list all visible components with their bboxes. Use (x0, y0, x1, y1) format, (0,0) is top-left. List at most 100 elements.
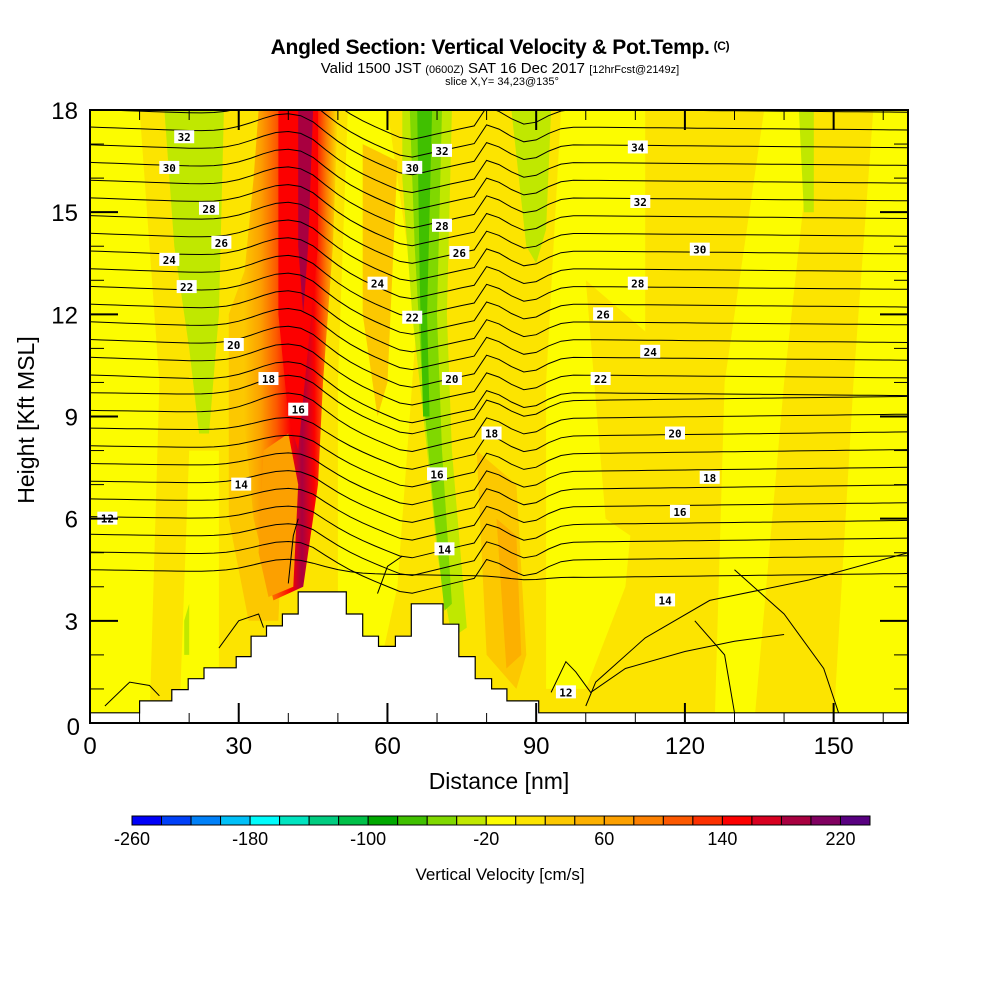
contour-label: 30 (402, 160, 423, 175)
contour-label-text: 18 (703, 472, 716, 485)
contour-label-text: 32 (634, 196, 647, 209)
contour-label: 28 (627, 276, 648, 291)
contour-label: 24 (640, 344, 661, 359)
contour-label-text: 20 (668, 428, 681, 441)
colorbar-segment (780, 815, 812, 826)
contour-label-text: 14 (235, 479, 249, 492)
contour-line (90, 487, 908, 541)
contour-label-box (555, 685, 576, 699)
contour-label-text: 22 (594, 373, 607, 386)
contour-label: 30 (689, 242, 710, 257)
velocity-region (184, 603, 190, 655)
contour-line (90, 290, 908, 353)
contour-label: 26 (593, 307, 614, 321)
contour-label: 18 (699, 470, 720, 485)
colorbar-segment (692, 815, 723, 826)
contour-label-text: 30 (693, 244, 706, 257)
contour-line (585, 552, 908, 707)
colorbar-tick-label: 60 (594, 829, 614, 849)
contour-line (90, 130, 908, 194)
velocity-region (511, 110, 552, 264)
copyright-mark: (C) (713, 39, 730, 53)
contour-labels: 32 30 28 26 24 22 20 18 16 14 12 24 22 30 32 28 26 20 18 16… (97, 130, 720, 699)
colorbar-segment (751, 815, 782, 826)
velocity-region (496, 518, 522, 669)
colorbar-tick-label: -100 (350, 829, 386, 849)
contour-label-text: 34 (631, 141, 645, 154)
contour-label-box (431, 218, 452, 232)
contour-line (90, 219, 908, 282)
contour-label-text: 24 (163, 254, 177, 267)
contour-label-text: 28 (202, 203, 215, 216)
contour-label-box (699, 470, 720, 484)
isentrope-contours (90, 110, 908, 713)
contour-label-box (593, 307, 614, 321)
x-tick-label: 0 (83, 733, 96, 760)
contour-line (90, 470, 908, 523)
colorbar-segment (190, 815, 222, 826)
velocity-region (417, 110, 433, 417)
contour-label: 24 (367, 276, 388, 291)
contour-label-box (223, 337, 244, 351)
colorbar-segment (544, 815, 576, 826)
contour-label: 20 (223, 337, 244, 352)
contour-label-text: 26 (596, 308, 610, 321)
contour-label-text: 18 (485, 428, 498, 441)
contour-label: 26 (211, 235, 232, 250)
contour-line (90, 113, 908, 176)
contour-label: 32 (431, 143, 452, 158)
contour-label-box (655, 593, 676, 607)
contour-label: 22 (176, 280, 197, 294)
contour-line (90, 540, 908, 594)
updraft-core-peak (298, 110, 314, 315)
colorbar-title: Vertical Velocity [cm/s] (415, 865, 584, 884)
colorbar-segment (426, 815, 458, 826)
colorbar-tick-label: 140 (707, 829, 737, 849)
y-tick-label: 9 (65, 405, 78, 432)
valid-local-time: Valid 1500 JST (320, 60, 422, 77)
contour-label-box (288, 402, 309, 416)
contour-line (90, 523, 908, 577)
contour-label: 24 (159, 252, 180, 267)
contour-line (90, 307, 908, 371)
contour-label-box (231, 477, 252, 491)
colorbar-segment (367, 815, 399, 826)
contour-label-text: 24 (371, 278, 385, 291)
y-tick-label: 3 (65, 609, 78, 636)
contour-label-text: 30 (406, 162, 419, 175)
contour-label-box (449, 246, 470, 260)
contour-line (90, 452, 908, 506)
colorbar-segment (279, 815, 310, 826)
contour-label-box (367, 276, 388, 290)
contour-label: 16 (288, 402, 309, 417)
contour-label-text: 32 (435, 145, 448, 158)
contour-label-text: 22 (406, 312, 419, 325)
contour-line (287, 518, 299, 584)
contour-label-text: 20 (227, 339, 240, 352)
contour-label: 20 (664, 426, 685, 441)
x-tick-label: 120 (665, 733, 705, 760)
slice-info: slice X,Y= 34,23@135° (0, 76, 1000, 88)
contour-label-text: 28 (435, 220, 448, 233)
colorbar-tick-label: -20 (473, 829, 499, 849)
contour-label-box (441, 372, 462, 386)
y-tick-label: 12 (51, 302, 78, 329)
contour-label-text: 26 (215, 237, 229, 250)
contour-label-box (590, 372, 611, 386)
contour-line (90, 505, 908, 559)
contour-label-text: 30 (163, 162, 176, 175)
contour-line (90, 237, 908, 300)
contour-label-box (402, 160, 423, 174)
contour-line (94, 110, 908, 158)
contour-label-box (431, 143, 452, 157)
contour-label-box (627, 276, 648, 290)
colorbar-segment (574, 815, 605, 826)
colorbar-segment (397, 815, 428, 826)
contour-line (90, 254, 908, 318)
contour-label: 18 (481, 426, 502, 441)
colorbar-segment (161, 815, 192, 826)
contour-label: 32 (630, 194, 651, 209)
colorbar-segment (308, 815, 340, 826)
contour-line (90, 361, 908, 424)
axis-ticks (89, 109, 908, 724)
